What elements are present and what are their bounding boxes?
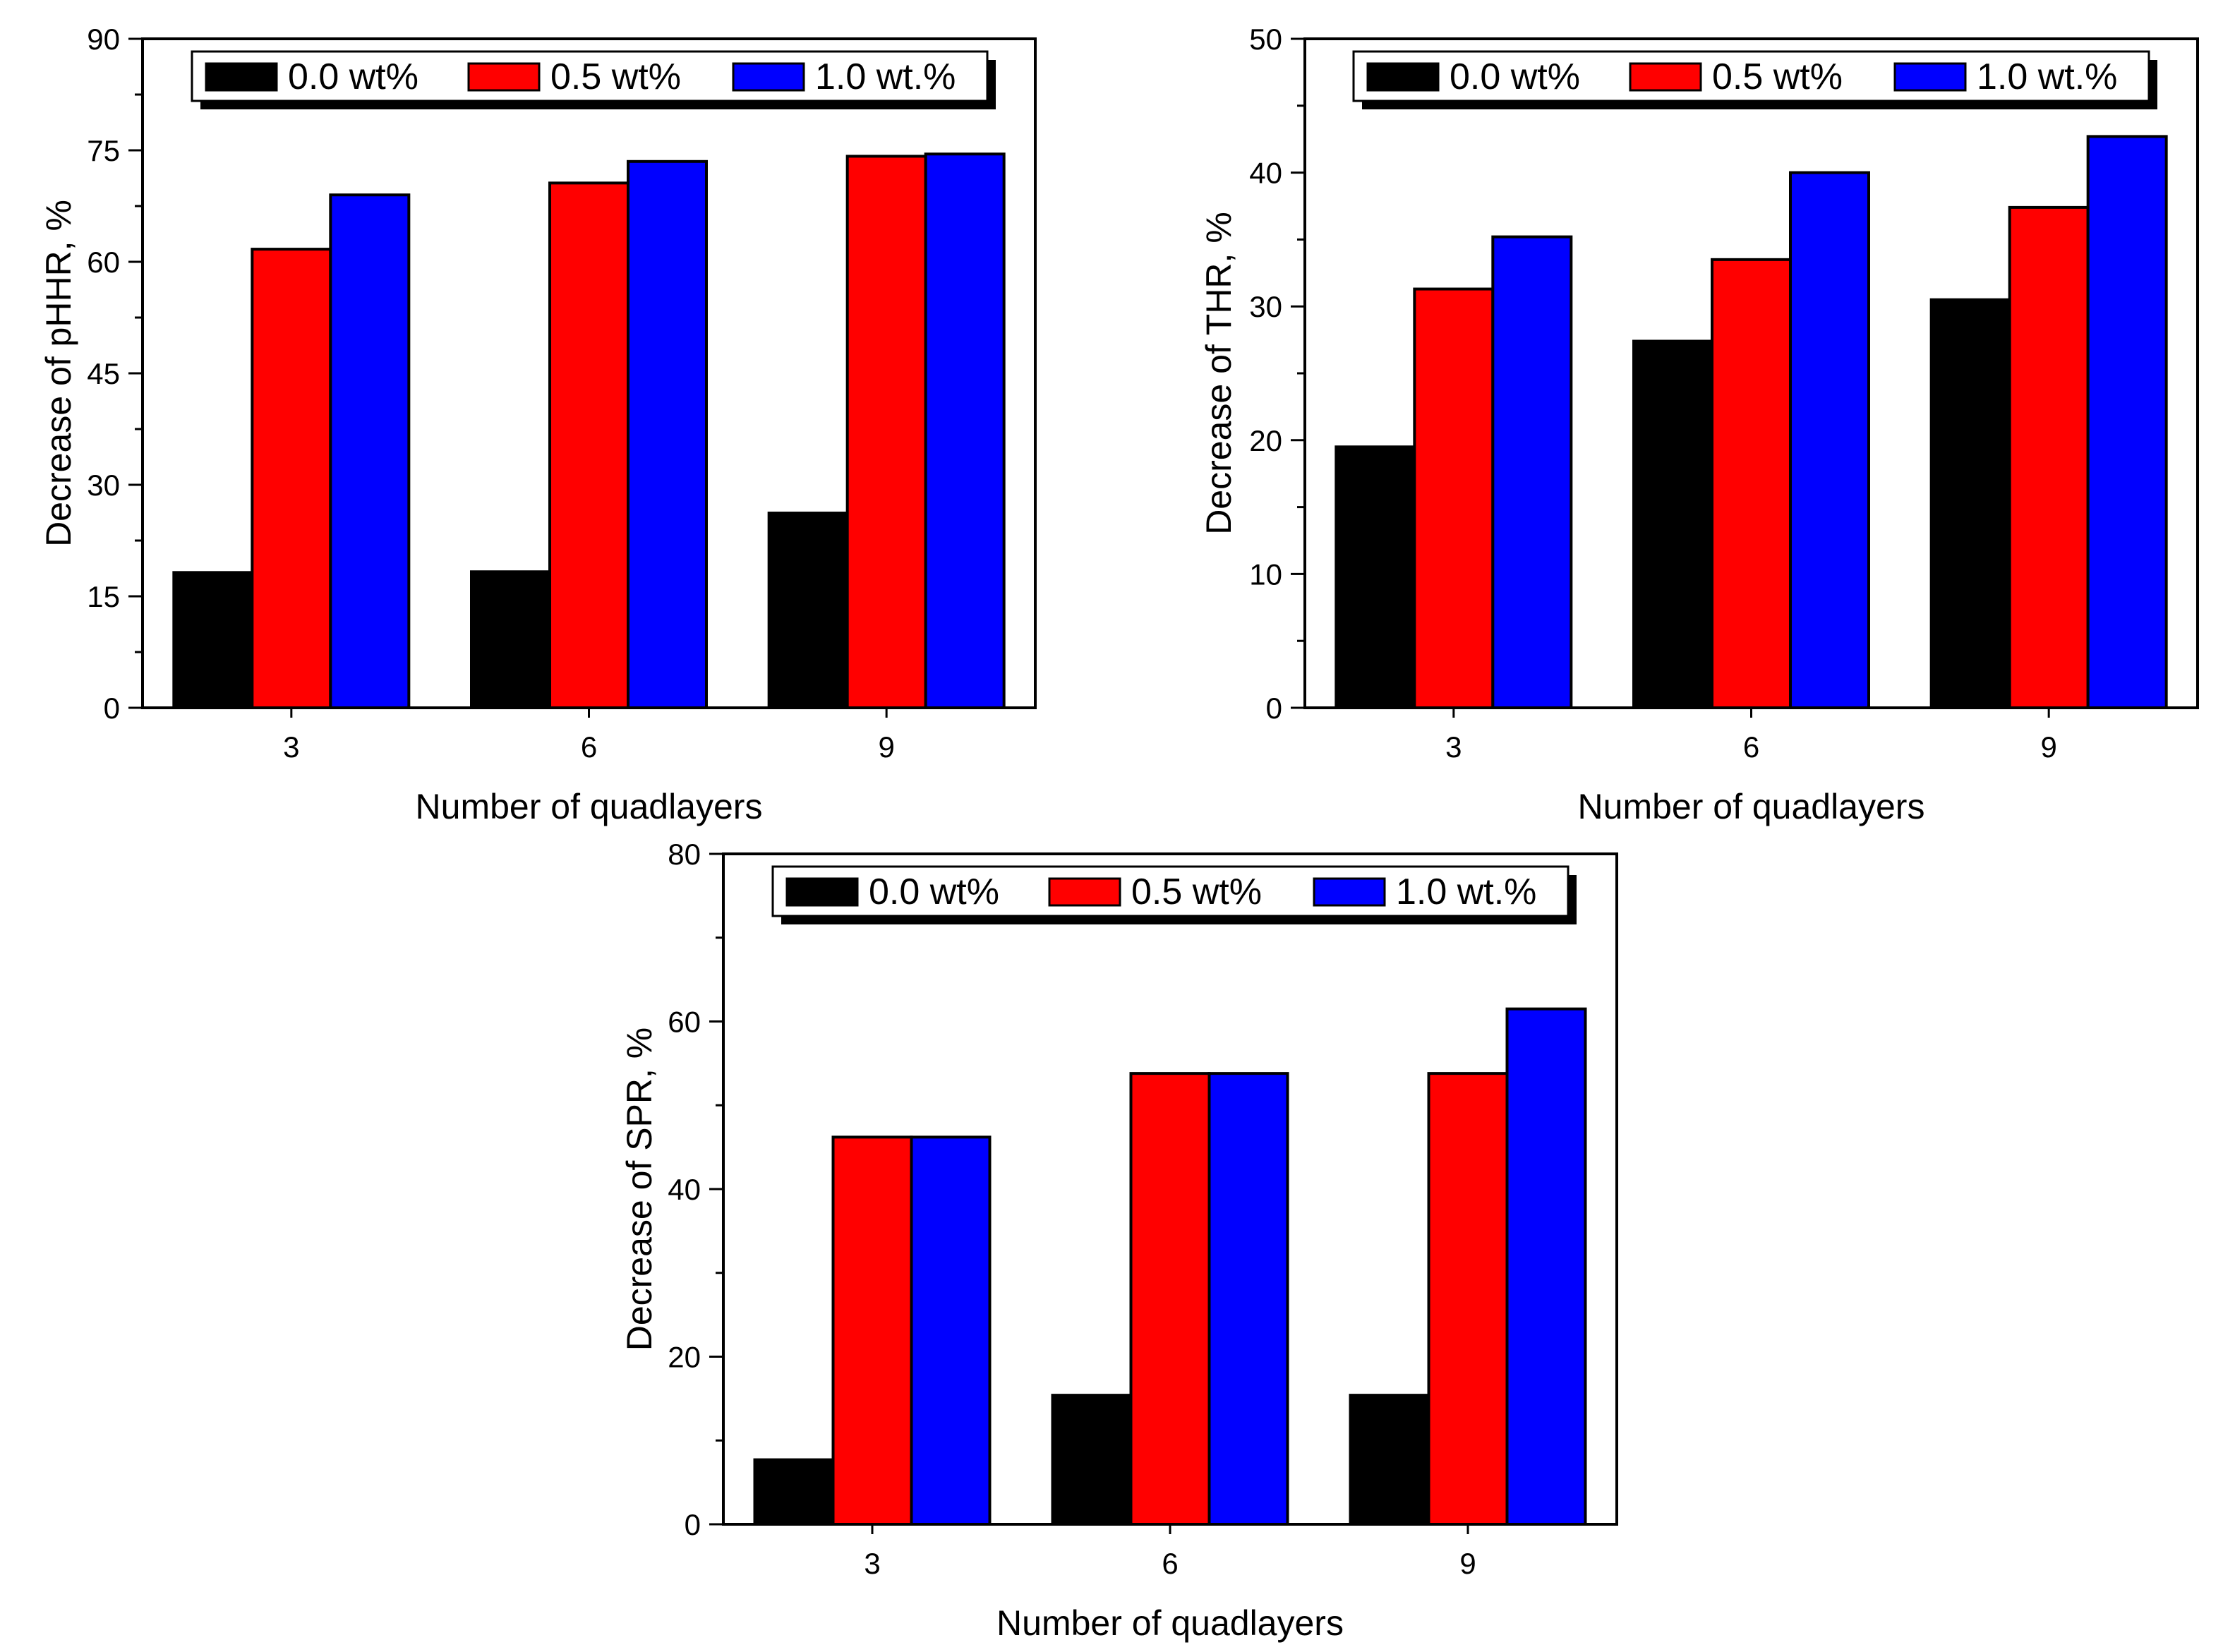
y-tick-label: 0 [1266, 692, 1282, 725]
legend-box [191, 50, 989, 102]
x-axis-title: Number of quadlayers [416, 787, 763, 826]
bar-phhr-6-1 [548, 181, 629, 709]
x-tick-label: 9 [1459, 1547, 1476, 1580]
bar-phhr-6-0 [470, 570, 551, 709]
bar-phhr-6-2 [627, 159, 708, 710]
bar-phhr-9-2 [924, 152, 1006, 709]
legend-swatch [785, 877, 859, 907]
bar-thr-3-1 [1413, 287, 1495, 709]
bar-thr-3-2 [1491, 235, 1573, 710]
legend-spr: 0.0 wt% 0.5 wt% 1.0 wt.% [771, 865, 1577, 924]
y-axis-title: Decrease of SPR, % [620, 1027, 659, 1351]
legend-swatch [732, 62, 805, 92]
bar-thr-9-1 [2008, 205, 2090, 709]
x-tick-label: 9 [878, 730, 894, 764]
legend-swatch [1313, 877, 1386, 907]
y-axis-title: Decrease of pHHR, % [39, 200, 78, 547]
bar-phhr-3-2 [329, 193, 411, 709]
x-axis-title: Number of quadlayers [1578, 787, 1925, 826]
y-tick-label: 20 [668, 1341, 701, 1374]
x-tick-label: 3 [283, 730, 299, 764]
x-axis-title: Number of quadlayers [996, 1603, 1344, 1643]
legend-label: 0.0 wt% [869, 872, 999, 912]
legend-box [1352, 50, 2150, 102]
bar-spr-9-0 [1349, 1394, 1430, 1526]
legend-box [771, 865, 1570, 917]
y-tick-label: 90 [87, 23, 120, 56]
y-tick-label: 15 [87, 580, 120, 613]
bar-spr-9-1 [1427, 1072, 1509, 1526]
bar-thr-9-0 [1929, 298, 2011, 710]
legend-label: 0.0 wt% [1450, 56, 1580, 97]
legend-swatch [205, 62, 278, 92]
y-tick-label: 0 [685, 1508, 701, 1541]
y-tick-label: 75 [87, 134, 120, 167]
bar-spr-3-1 [831, 1135, 913, 1526]
legend-label: 0.5 wt% [1131, 872, 1262, 912]
bar-thr-6-2 [1789, 171, 1870, 710]
y-tick-label: 30 [87, 469, 120, 502]
legend-label: 1.0 wt.% [815, 56, 956, 97]
bar-spr-3-2 [910, 1135, 992, 1526]
legend-label: 0.0 wt% [288, 56, 418, 97]
bar-thr-3-0 [1335, 445, 1416, 710]
legend-label: 0.5 wt% [550, 56, 681, 97]
x-tick-label: 3 [864, 1547, 880, 1580]
x-tick-label: 9 [2040, 730, 2056, 764]
y-tick-label: 20 [1249, 424, 1282, 457]
legend-thr: 0.0 wt% 0.5 wt% 1.0 wt.% [1352, 50, 2157, 109]
bar-phhr-3-1 [251, 248, 332, 709]
legend-label: 1.0 wt.% [1977, 56, 2117, 97]
legend-swatch [467, 62, 541, 92]
legend-phhr: 0.0 wt% 0.5 wt% 1.0 wt.% [191, 50, 996, 109]
y-tick-label: 10 [1249, 557, 1282, 591]
legend-label: 0.5 wt% [1712, 56, 1843, 97]
x-tick-label: 6 [581, 730, 597, 764]
y-tick-label: 30 [1249, 290, 1282, 323]
y-axis-title: Decrease of THR, % [1199, 212, 1239, 535]
x-tick-label: 6 [1743, 730, 1759, 764]
bar-spr-6-2 [1207, 1072, 1289, 1526]
legend-swatch [1366, 62, 1440, 92]
bar-phhr-3-0 [172, 571, 254, 709]
x-tick-label: 3 [1445, 730, 1462, 764]
y-tick-label: 60 [87, 246, 120, 279]
chart-thr: 3 6 9 0 10 20 30 40 50 Number of quadlayers Decrea… [1199, 23, 2199, 826]
x-tick-label: 6 [1162, 1547, 1178, 1580]
y-tick-label: 50 [1249, 23, 1282, 56]
bar-spr-9-2 [1505, 1007, 1587, 1526]
chart-spr: 3 6 9 0 20 40 60 80 Number of quadlayers Decrease… [620, 838, 1618, 1643]
bar-thr-6-0 [1632, 339, 1713, 710]
y-tick-label: 40 [1249, 157, 1282, 190]
legend-swatch [1629, 62, 1702, 92]
y-tick-label: 40 [668, 1173, 701, 1206]
legend-swatch [1893, 62, 1967, 92]
legend-label: 1.0 wt.% [1396, 872, 1536, 912]
y-tick-label: 60 [668, 1006, 701, 1039]
bar-spr-3-0 [753, 1458, 835, 1526]
y-tick-label: 45 [87, 357, 120, 390]
bar-spr-6-0 [1051, 1394, 1133, 1526]
bar-phhr-9-0 [767, 512, 849, 709]
bar-spr-6-1 [1129, 1072, 1211, 1526]
bar-phhr-9-1 [845, 155, 927, 709]
y-tick-label: 0 [104, 692, 120, 725]
y-tick-label: 80 [668, 838, 701, 871]
legend-swatch [1048, 877, 1121, 907]
bar-thr-6-1 [1711, 258, 1792, 709]
bar-thr-9-2 [2086, 135, 2168, 709]
